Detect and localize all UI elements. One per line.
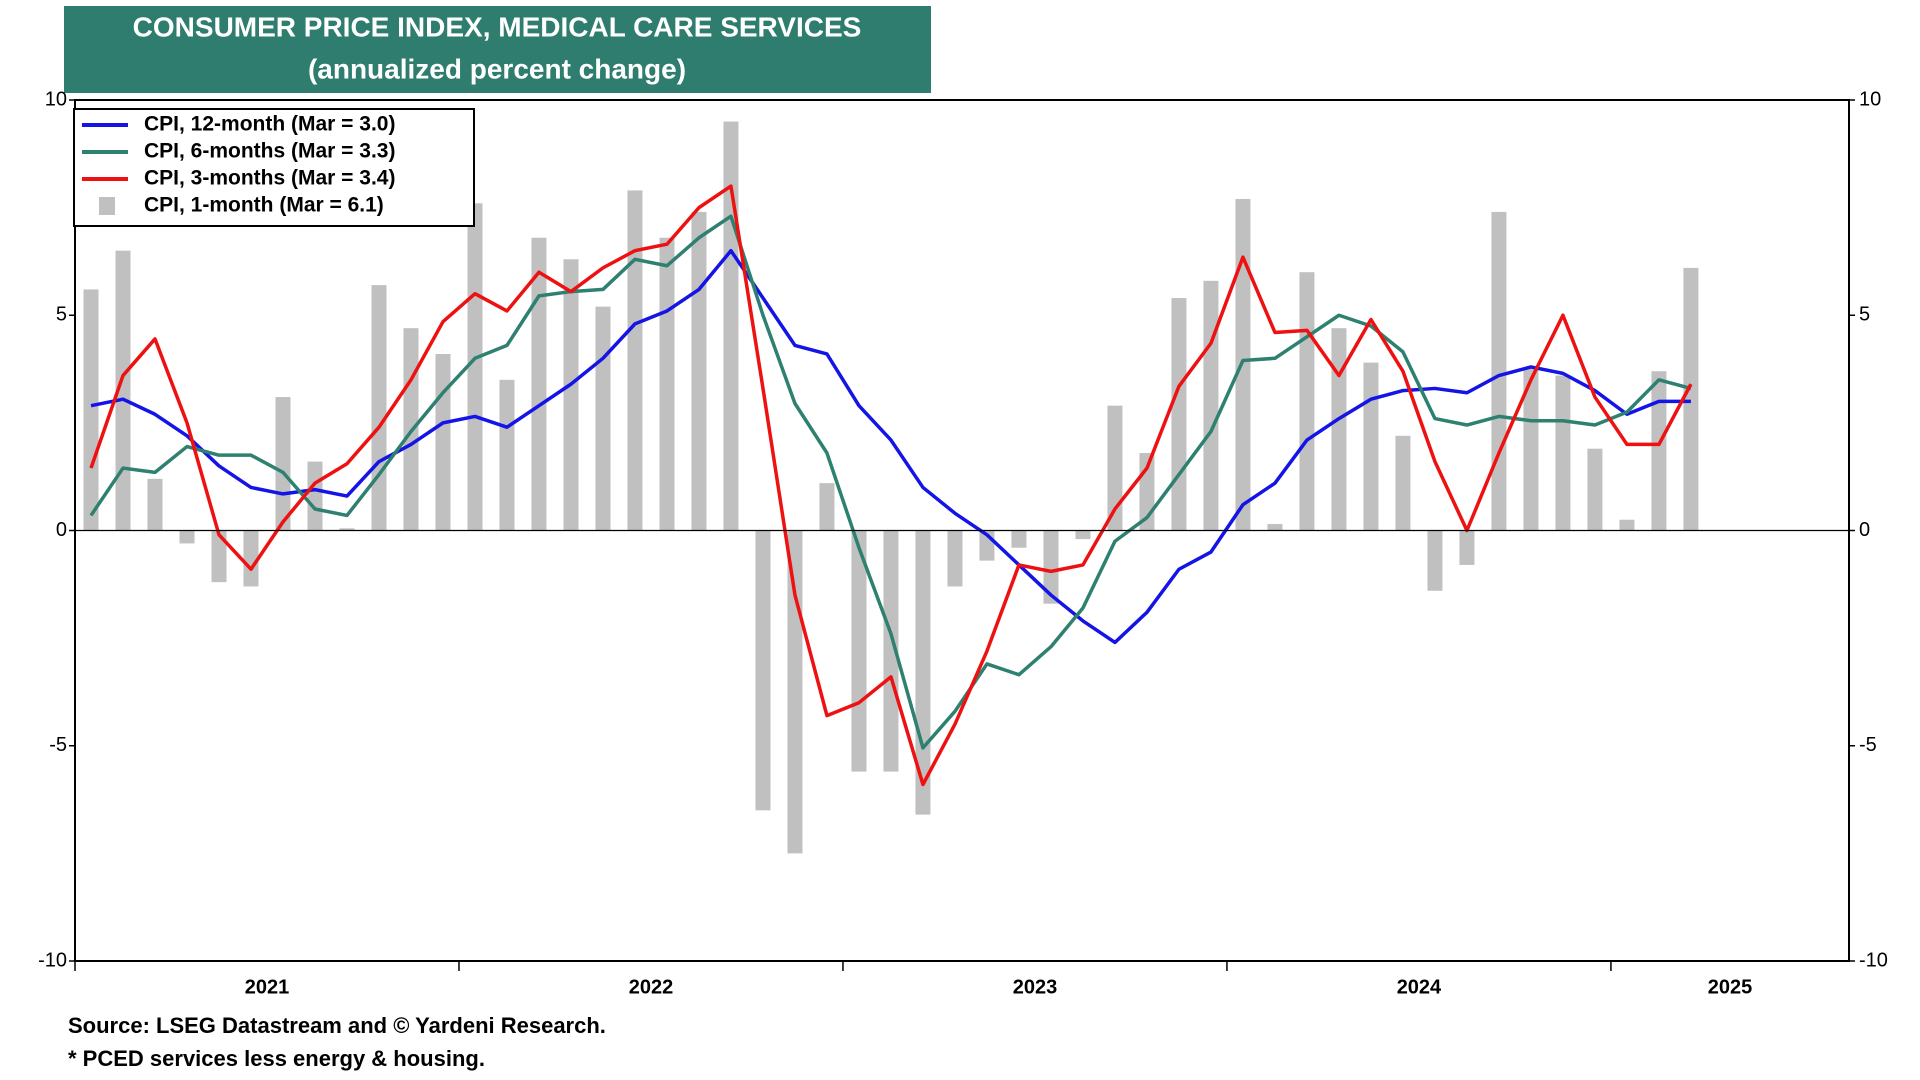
bar — [211, 530, 227, 583]
plot-area — [83, 121, 1699, 854]
bar — [1523, 366, 1539, 531]
bar — [691, 211, 707, 531]
y2-tick-label: -10 — [1859, 949, 1888, 971]
bar — [1107, 405, 1123, 531]
bar — [499, 379, 515, 531]
y-tick-label: 5 — [56, 304, 67, 326]
bar — [1075, 530, 1091, 540]
y2-tick-label: -5 — [1859, 734, 1877, 756]
legend-box — [73, 108, 475, 227]
legend-label: CPI, 1-month (Mar = 6.1) — [144, 194, 384, 217]
bar — [467, 203, 483, 531]
chart-title: CONSUMER PRICE INDEX, MEDICAL CARE SERVI… — [133, 11, 862, 42]
bar — [819, 483, 835, 531]
y2-tick-label: 0 — [1859, 519, 1870, 541]
bar — [1331, 328, 1347, 531]
bar — [179, 530, 195, 544]
bar — [339, 528, 355, 531]
bar — [723, 121, 739, 531]
bar — [435, 353, 451, 531]
title-box — [64, 6, 931, 93]
bar — [1619, 519, 1635, 531]
bar — [1011, 530, 1027, 548]
bar — [787, 530, 803, 854]
x-tick-label: 2021 — [245, 976, 290, 998]
x-tick-label: 2024 — [1397, 976, 1442, 998]
y-tick-label: 10 — [45, 88, 67, 110]
bar — [371, 285, 387, 531]
line-series — [89, 184, 1693, 787]
y2-tick-label: 10 — [1859, 88, 1881, 110]
plot-frame — [74, 99, 1850, 962]
y-tick-label: 0 — [56, 519, 67, 541]
footnote: * PCED services less energy & housing. — [68, 1046, 485, 1071]
bar — [1491, 211, 1507, 531]
bar — [115, 250, 131, 531]
legend-label: CPI, 12-month (Mar = 3.0) — [144, 113, 395, 136]
legend-swatch — [99, 197, 115, 215]
x-tick-label: 2023 — [1013, 976, 1058, 998]
bar — [531, 237, 547, 531]
bar — [1203, 280, 1219, 531]
bar — [1299, 272, 1315, 531]
source-note: Source: LSEG Datastream and © Yardeni Re… — [68, 1013, 606, 1038]
bar — [1267, 524, 1283, 531]
bar — [1683, 267, 1699, 531]
bar — [1395, 435, 1411, 531]
bar — [1459, 530, 1475, 565]
bar — [883, 530, 899, 772]
bar — [595, 306, 611, 531]
y-tick-label: -10 — [38, 949, 67, 971]
chart-subtitle: (annualized percent change) — [308, 53, 686, 84]
line-series — [90, 248, 1691, 645]
bar — [1363, 362, 1379, 531]
bar — [1235, 199, 1251, 531]
bar — [851, 530, 867, 772]
bar — [1171, 298, 1187, 531]
legend: CPI, 12-month (Mar = 3.0) CPI, 6-months (… — [73, 108, 475, 227]
bar — [1587, 448, 1603, 531]
line-series — [89, 214, 1692, 750]
bar — [947, 530, 963, 587]
bar — [1427, 530, 1443, 591]
x-tick-label: 2025 — [1708, 976, 1753, 998]
bar — [1651, 371, 1667, 531]
bar — [243, 530, 259, 587]
legend-label: CPI, 3-months (Mar = 3.4) — [144, 167, 395, 190]
bar — [659, 237, 675, 531]
bar — [627, 190, 643, 531]
bar — [275, 397, 291, 531]
y-tick-label: -5 — [49, 734, 67, 756]
bar — [563, 259, 579, 531]
bar — [755, 530, 771, 811]
bar — [1043, 530, 1059, 604]
bar — [307, 461, 323, 531]
legend-label: CPI, 6-months (Mar = 3.3) — [144, 140, 395, 163]
bar — [1555, 375, 1571, 531]
x-tick-label: 2022 — [629, 976, 674, 998]
bar — [147, 478, 163, 531]
bar — [83, 289, 99, 531]
y2-tick-label: 5 — [1859, 304, 1870, 326]
